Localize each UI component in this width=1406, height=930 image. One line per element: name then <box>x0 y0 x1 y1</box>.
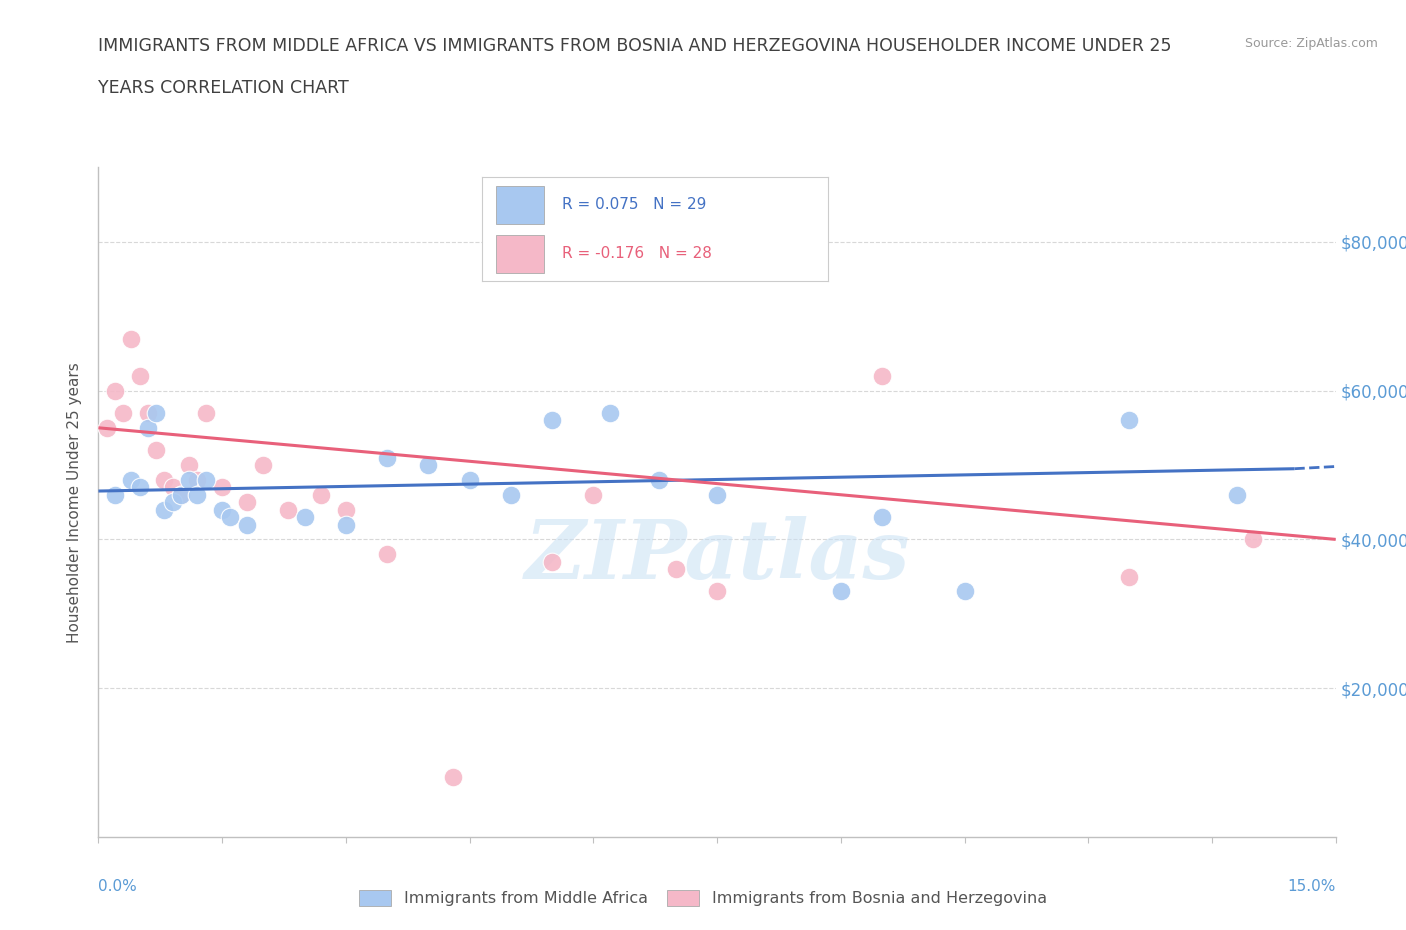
Point <box>104 487 127 502</box>
Point <box>1118 569 1140 584</box>
Point <box>252 458 274 472</box>
Point <box>830 584 852 599</box>
Point <box>458 472 481 487</box>
Point <box>294 510 316 525</box>
Point <box>162 480 184 495</box>
Point <box>179 472 201 487</box>
Point <box>120 472 142 487</box>
Point <box>665 562 688 577</box>
Point <box>194 472 217 487</box>
Point <box>599 405 621 420</box>
Point <box>441 770 464 785</box>
Point <box>309 487 332 502</box>
Point <box>335 502 357 517</box>
Point <box>541 413 564 428</box>
Point <box>170 487 193 502</box>
Point <box>1241 532 1264 547</box>
Point <box>706 584 728 599</box>
Point <box>153 502 176 517</box>
Point <box>541 554 564 569</box>
Point <box>120 331 142 346</box>
Text: IMMIGRANTS FROM MIDDLE AFRICA VS IMMIGRANTS FROM BOSNIA AND HERZEGOVINA HOUSEHOL: IMMIGRANTS FROM MIDDLE AFRICA VS IMMIGRA… <box>98 37 1173 55</box>
Text: Source: ZipAtlas.com: Source: ZipAtlas.com <box>1244 37 1378 50</box>
Point <box>335 517 357 532</box>
Point <box>1226 487 1249 502</box>
Text: YEARS CORRELATION CHART: YEARS CORRELATION CHART <box>98 79 349 97</box>
Point <box>211 502 233 517</box>
Point <box>153 472 176 487</box>
Point <box>219 510 242 525</box>
Point <box>375 547 398 562</box>
Text: 15.0%: 15.0% <box>1288 879 1336 894</box>
Point <box>375 450 398 465</box>
Point <box>145 405 167 420</box>
Point <box>128 480 150 495</box>
Point <box>236 517 259 532</box>
Point <box>145 443 167 458</box>
Point <box>170 487 193 502</box>
Point <box>186 487 208 502</box>
Point <box>706 487 728 502</box>
Point <box>1118 413 1140 428</box>
Point <box>418 458 440 472</box>
Legend: Immigrants from Middle Africa, Immigrants from Bosnia and Herzegovina: Immigrants from Middle Africa, Immigrant… <box>353 884 1053 912</box>
Point <box>136 405 159 420</box>
Point <box>186 472 208 487</box>
Point <box>499 487 522 502</box>
Point <box>104 383 127 398</box>
Point <box>112 405 135 420</box>
Point <box>277 502 299 517</box>
Point <box>96 420 118 435</box>
Y-axis label: Householder Income Under 25 years: Householder Income Under 25 years <box>67 362 83 643</box>
Point <box>236 495 259 510</box>
Point <box>648 472 671 487</box>
Point <box>953 584 976 599</box>
Point <box>194 405 217 420</box>
Point <box>211 480 233 495</box>
Point <box>136 420 159 435</box>
Point <box>128 368 150 383</box>
Point <box>870 510 893 525</box>
Point <box>870 368 893 383</box>
Point <box>582 487 605 502</box>
Text: 0.0%: 0.0% <box>98 879 138 894</box>
Point <box>162 495 184 510</box>
Point <box>179 458 201 472</box>
Text: ZIPatlas: ZIPatlas <box>524 516 910 596</box>
